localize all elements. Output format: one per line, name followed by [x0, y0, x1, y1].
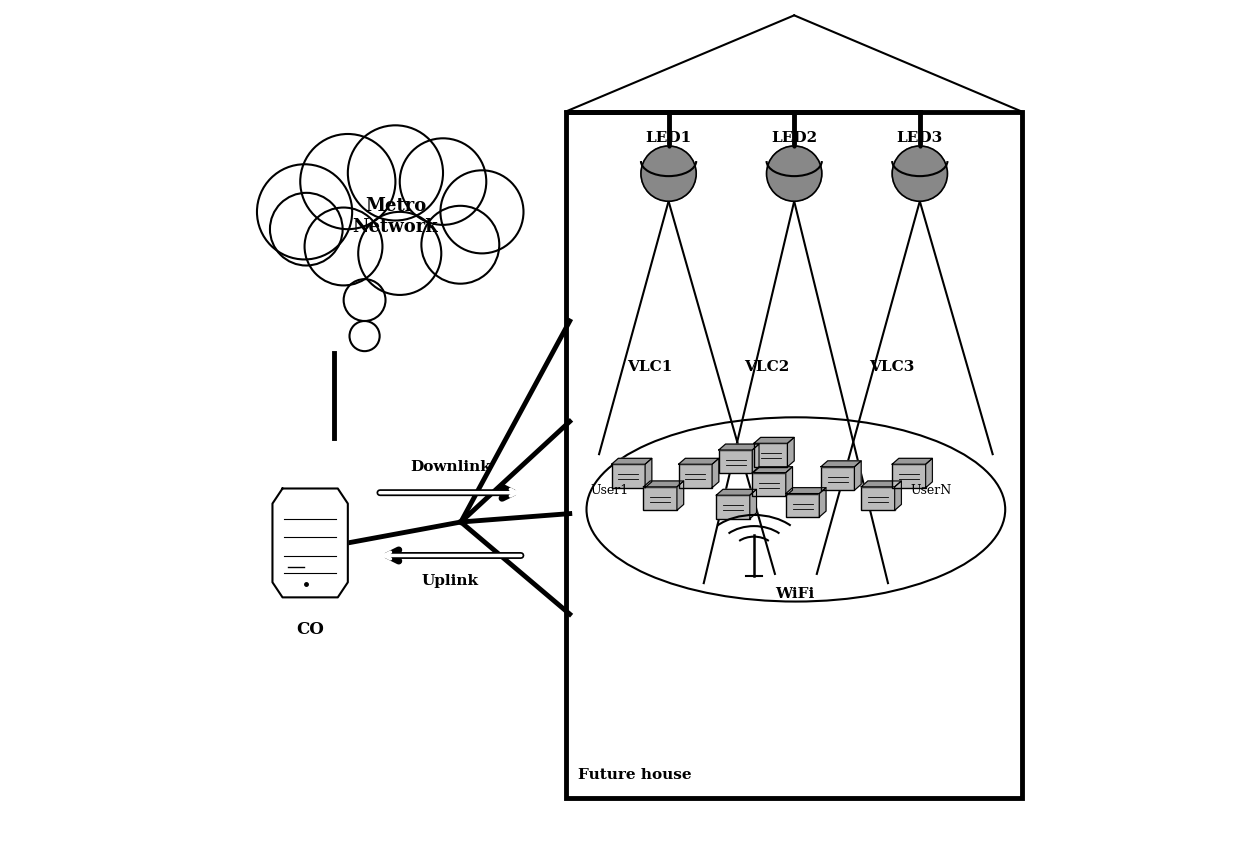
Polygon shape [787, 438, 794, 467]
Polygon shape [854, 461, 862, 490]
Bar [862, 486, 895, 510]
Polygon shape [719, 444, 759, 450]
Bar [611, 464, 645, 487]
Text: Future house: Future house [578, 768, 692, 781]
Polygon shape [892, 459, 932, 464]
Polygon shape [862, 481, 901, 486]
Polygon shape [611, 459, 652, 464]
Circle shape [343, 279, 386, 321]
Bar [753, 473, 786, 496]
Circle shape [422, 206, 500, 284]
Circle shape [257, 164, 352, 260]
Text: VLC2: VLC2 [744, 360, 789, 374]
Bar [565, 111, 1022, 798]
Polygon shape [750, 489, 756, 518]
Text: Metro
Network: Metro Network [352, 197, 438, 236]
Polygon shape [895, 481, 901, 510]
Text: LED3: LED3 [897, 132, 942, 146]
Circle shape [270, 193, 342, 266]
Circle shape [305, 207, 382, 286]
Text: Uplink: Uplink [422, 574, 479, 588]
Polygon shape [645, 459, 652, 487]
Polygon shape [926, 459, 932, 487]
Circle shape [641, 146, 696, 201]
Bar [786, 493, 820, 517]
Text: User1: User1 [590, 484, 629, 497]
Polygon shape [712, 459, 719, 487]
Polygon shape [678, 459, 719, 464]
Bar [754, 443, 787, 467]
Circle shape [350, 321, 379, 352]
Circle shape [348, 126, 443, 221]
Bar [821, 467, 854, 490]
Circle shape [300, 134, 396, 229]
Polygon shape [786, 487, 826, 493]
Text: LED2: LED2 [771, 132, 817, 146]
Circle shape [440, 170, 523, 254]
Circle shape [892, 146, 947, 201]
Text: LED1: LED1 [646, 132, 692, 146]
Polygon shape [754, 438, 794, 443]
Text: UserN: UserN [911, 484, 952, 497]
Circle shape [399, 138, 486, 225]
Text: Downlink: Downlink [410, 460, 491, 475]
Bar [719, 450, 753, 474]
Circle shape [766, 146, 822, 201]
Polygon shape [753, 444, 759, 474]
Polygon shape [717, 489, 756, 495]
Polygon shape [677, 481, 683, 510]
Text: VLC1: VLC1 [626, 360, 672, 374]
Bar [892, 464, 926, 487]
Polygon shape [786, 467, 792, 496]
Text: WiFi: WiFi [775, 588, 815, 601]
Text: CO: CO [296, 620, 324, 638]
Polygon shape [644, 481, 683, 486]
Bar [717, 495, 750, 518]
Bar [644, 486, 677, 510]
Bar [678, 464, 712, 487]
Text: VLC3: VLC3 [869, 360, 915, 374]
Polygon shape [273, 488, 348, 598]
Circle shape [358, 212, 441, 295]
Polygon shape [820, 487, 826, 517]
Polygon shape [821, 461, 862, 467]
Polygon shape [753, 467, 792, 473]
